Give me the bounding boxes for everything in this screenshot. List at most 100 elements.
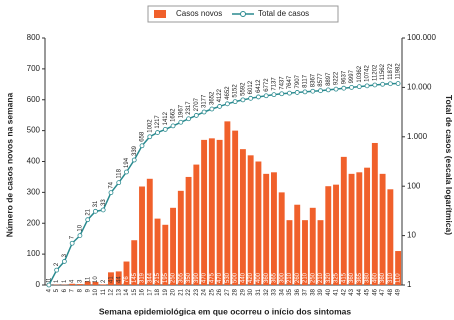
line-label: 2317 [186,101,192,115]
x-tick-label: 16 [140,288,146,295]
x-tick-label: 39 [318,288,324,295]
line-marker [294,90,300,95]
bar-label: 310 [388,272,394,283]
bar-label: 3 [78,279,84,283]
bar [76,284,83,285]
bar [395,251,402,285]
line-marker [93,208,98,214]
y2-tick-label: 1 [407,280,412,289]
line-label: 33 [101,199,107,206]
line-marker [139,143,145,149]
bar [216,139,223,285]
line-marker [155,130,160,135]
line-marker [85,217,91,223]
bar [333,184,339,285]
line-label: 7907 [295,74,301,88]
x-tick-label: 32 [264,288,270,295]
bar [371,142,378,285]
bar [263,173,270,285]
bar-label: 1 [54,279,60,283]
bar [278,192,285,285]
y-tick-label: 0 [36,280,41,289]
y-tick-label: 200 [27,218,41,227]
x-tick-label: 37 [303,288,309,295]
bar [170,207,177,285]
bar [379,173,386,285]
line-label: 5592 [240,82,246,96]
bar-label: 500 [233,272,239,283]
x-tick-label: 26 [217,288,223,295]
bar-label: 325 [334,272,340,283]
line-label: 194 [124,157,130,168]
bar [247,155,254,285]
bar [108,272,114,285]
bar [162,224,169,285]
bar-label: 145 [132,272,138,283]
bar-label: 260 [295,272,301,283]
line-marker [325,87,331,93]
x-tick-label: 11 [101,288,107,295]
line-marker [186,116,191,122]
bar [154,218,161,285]
bar-label: 210 [287,272,293,283]
bar [356,172,363,285]
line-marker [162,126,168,132]
line-marker [201,109,207,115]
bar-label: 350 [186,272,192,283]
bar [185,176,192,285]
line-label: 2707 [194,97,200,111]
x-tick-label: 23 [194,288,200,295]
y2-tick-label: 100.000 [407,33,436,42]
line-label: 4122 [217,88,223,102]
line-label: 7437 [279,76,285,90]
x-tick-label: 28 [233,288,239,295]
bar [325,186,332,285]
line-label: 3652 [209,91,215,105]
y-tick-label: 400 [27,157,41,166]
bar-label: 1 [46,279,52,283]
line-label: 1412 [163,111,169,125]
bar-label: 300 [279,272,285,283]
x-tick-label: 21 [178,288,184,295]
bar [255,161,262,285]
legend-swatch [154,10,166,18]
line-label: 1217 [155,115,161,129]
line-marker [310,88,316,94]
x-tick-label: 17 [147,288,153,295]
bar [84,281,91,285]
bar [232,130,239,285]
bar-label: 320 [326,272,332,283]
bar [115,271,122,285]
bar-label: 470 [217,272,223,283]
x-tick-label: 42 [341,288,347,295]
x-tick-label: 12 [109,288,115,295]
line-label: 8897 [326,72,332,86]
bar [270,172,277,285]
bar-label: 215 [155,272,161,283]
line-marker [62,259,67,264]
bar-label: 380 [365,272,371,283]
bar-label: 365 [357,272,363,283]
line-marker [380,81,385,87]
y2-tick-label: 1.000 [407,132,428,141]
x-tick-label: 41 [334,288,340,295]
bar [69,283,76,285]
bar [123,261,130,285]
line-label: 11982 [396,63,402,80]
bar-label: 11 [85,276,91,283]
bar-label: 420 [248,272,254,283]
x-tick-label: 48 [388,288,394,295]
line-marker [287,90,292,96]
line-marker [271,92,277,98]
x-tick-label: 34 [279,288,285,295]
bar [146,178,153,285]
x-tick-label: 40 [326,288,332,295]
line-label: 1002 [147,119,153,133]
bar [100,284,107,285]
line-label: 339 [132,145,138,156]
bar [317,220,324,285]
line [48,82,399,286]
line-label: 10 [78,224,84,231]
bar [387,189,394,285]
